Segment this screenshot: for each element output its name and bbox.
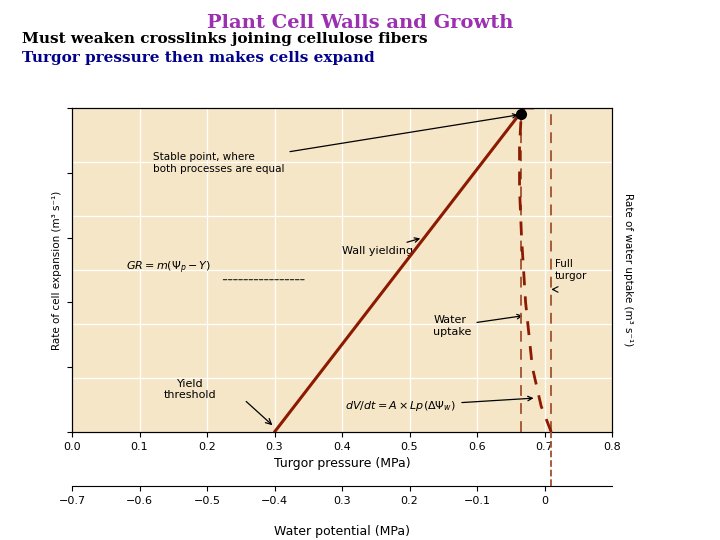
Text: Turgor pressure then makes cells expand: Turgor pressure then makes cells expand bbox=[22, 51, 374, 65]
Y-axis label: Rate of cell expansion (m³ s⁻¹): Rate of cell expansion (m³ s⁻¹) bbox=[52, 191, 62, 349]
Text: Wall yielding: Wall yielding bbox=[342, 238, 419, 256]
X-axis label: Water potential (MPa): Water potential (MPa) bbox=[274, 525, 410, 538]
Text: Must weaken crosslinks joining cellulose fibers: Must weaken crosslinks joining cellulose… bbox=[22, 32, 427, 46]
Text: Stable point, where
both processes are equal: Stable point, where both processes are e… bbox=[153, 114, 517, 174]
X-axis label: Turgor pressure (MPa): Turgor pressure (MPa) bbox=[274, 457, 410, 470]
Text: Plant Cell Walls and Growth: Plant Cell Walls and Growth bbox=[207, 14, 513, 31]
Text: $GR = m(\Psi_p - Y)$: $GR = m(\Psi_p - Y)$ bbox=[126, 259, 211, 276]
Y-axis label: Rate of water uptake (m³ s⁻¹): Rate of water uptake (m³ s⁻¹) bbox=[623, 193, 633, 347]
Text: $dV/dt = A \times Lp(\Delta\Psi_w)$: $dV/dt = A \times Lp(\Delta\Psi_w)$ bbox=[346, 396, 532, 413]
Text: Water
uptake: Water uptake bbox=[433, 314, 521, 337]
Text: Full
turgor: Full turgor bbox=[554, 259, 587, 281]
Text: Yield
threshold: Yield threshold bbox=[164, 379, 217, 400]
